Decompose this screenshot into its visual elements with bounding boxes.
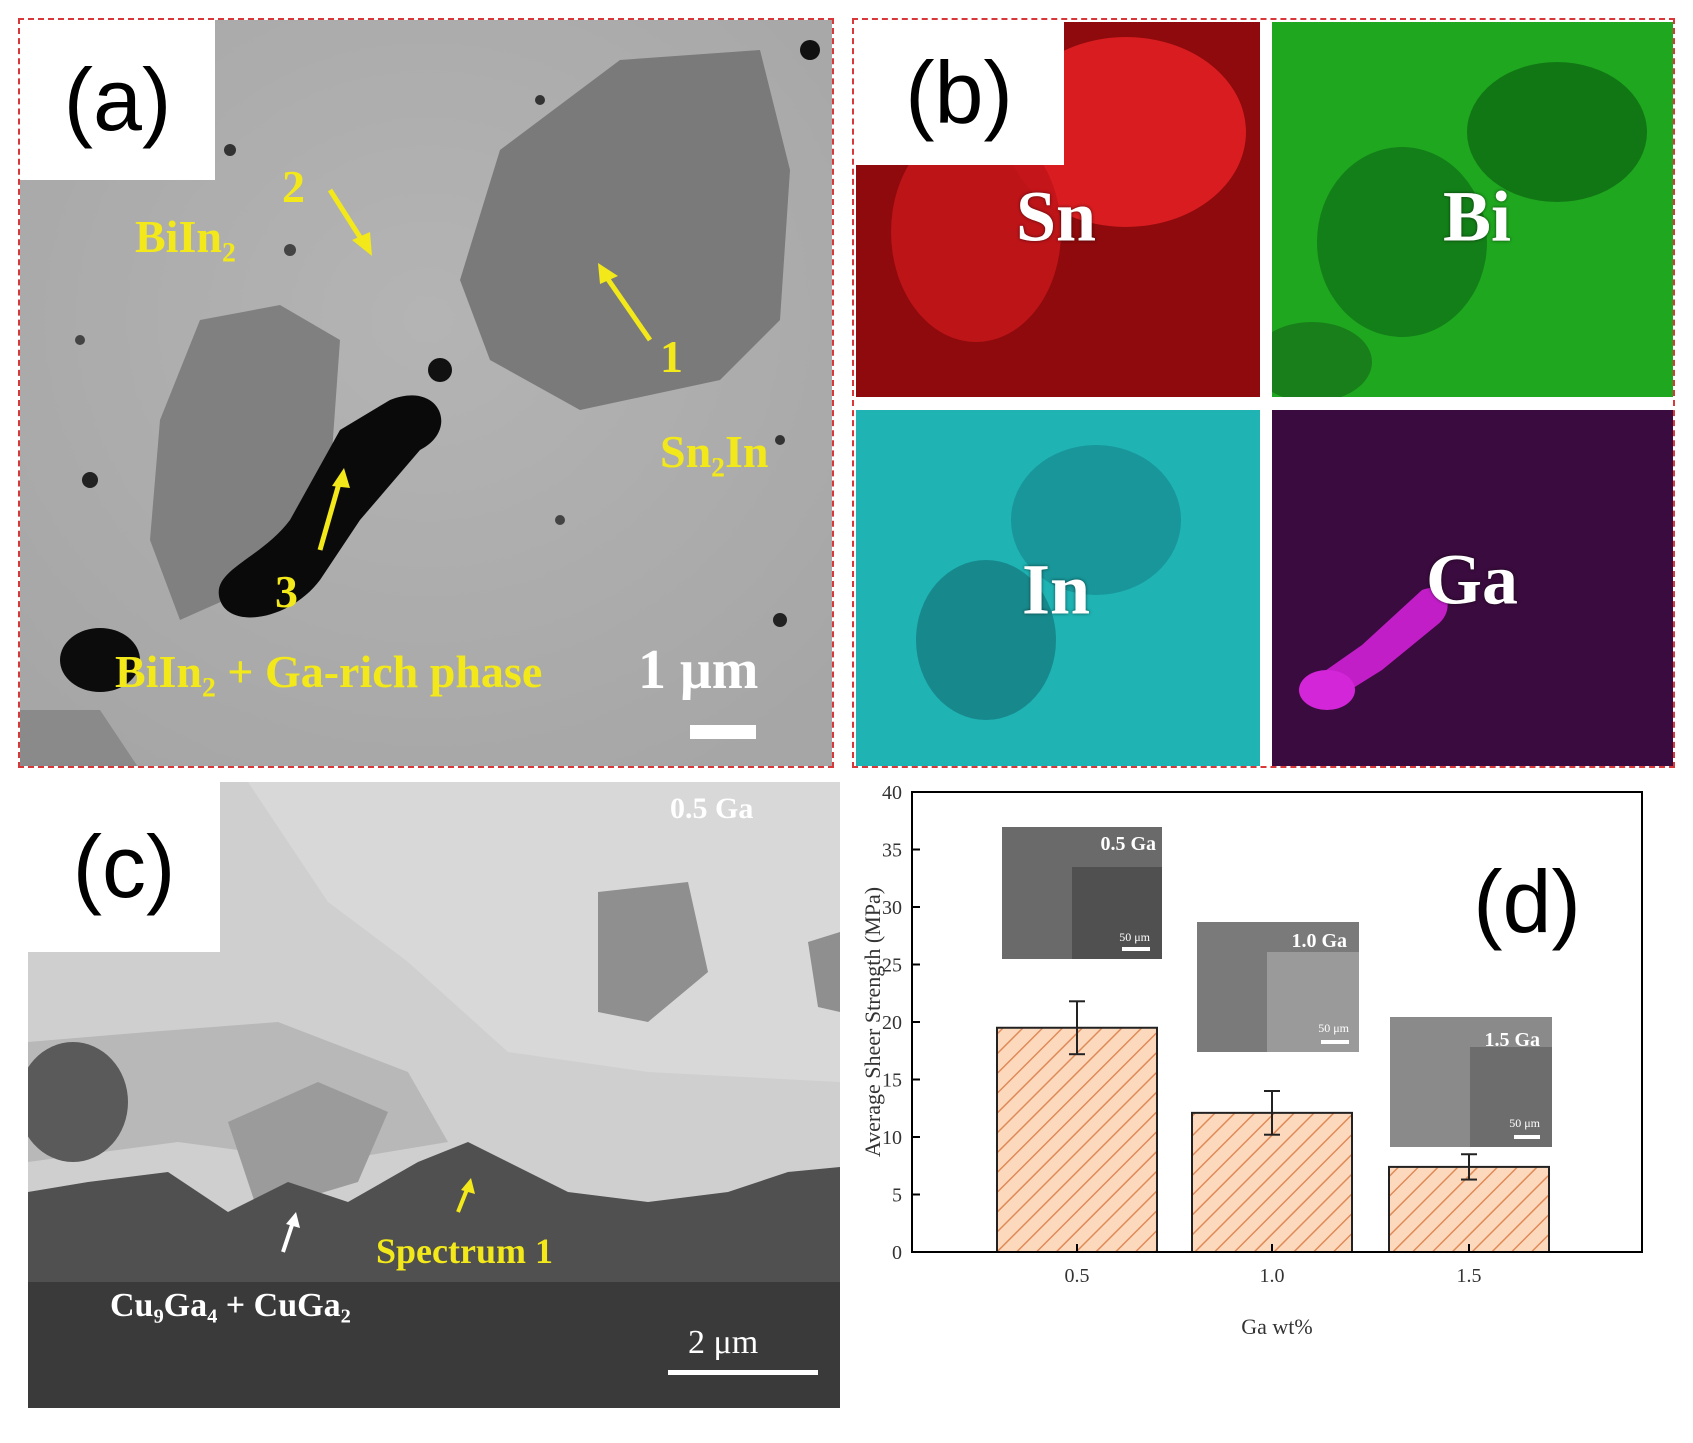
inset-label-1-0: 1.0 Ga bbox=[1291, 930, 1347, 952]
eds-label-bi: Bi bbox=[1442, 176, 1512, 257]
bar-1-5 bbox=[1388, 1165, 1550, 1253]
bar-1-0 bbox=[1191, 1111, 1353, 1253]
panel-a: (a) BiIn₂ 2 1 Sn₂In 3 BiIn₂ + Ga-rich ph… bbox=[18, 18, 834, 768]
y-tick-label: 20 bbox=[882, 1012, 902, 1034]
y-tick-label: 15 bbox=[882, 1070, 902, 1092]
y-tick-label: 35 bbox=[882, 840, 902, 862]
inset-scale-label-0-5: 50 μm bbox=[1119, 930, 1150, 944]
scale-bar-a bbox=[690, 725, 756, 739]
eds-map-bi: Bi bbox=[1272, 22, 1673, 397]
scale-bar-c bbox=[668, 1370, 818, 1375]
label-number-2: 2 bbox=[282, 161, 305, 212]
label-corner-ga: 0.5 Ga bbox=[670, 792, 754, 825]
panel-d: 0 5 10 15 20 25 30 35 40 Average Sheer Strength (… bbox=[852, 782, 1682, 1443]
inset-scale-label-1-5: 50 μm bbox=[1509, 1116, 1540, 1130]
arrow-3 bbox=[317, 479, 343, 551]
panel-c-tag: (c) bbox=[28, 782, 220, 952]
label-cu-ga-phase: Cu₉Ga₄ + CuGa₂ bbox=[110, 1287, 351, 1324]
eds-label-ga: Ga bbox=[1425, 539, 1519, 620]
y-axis-label: Average Sheer Strength (MPa) bbox=[860, 887, 885, 1157]
x-tick-label: 1.0 bbox=[1260, 1265, 1285, 1287]
inset-scale-label-1-0: 50 μm bbox=[1318, 1021, 1349, 1035]
label-number-3: 3 bbox=[275, 566, 298, 617]
arrow-2 bbox=[327, 188, 368, 247]
arrow-white bbox=[281, 1221, 295, 1253]
x-tick-label: 1.5 bbox=[1457, 1265, 1482, 1287]
label-number-1: 1 bbox=[660, 331, 683, 382]
panel-b: Sn Bi In Ga (b) bbox=[852, 18, 1675, 768]
scale-label-a: 1 μm bbox=[638, 639, 759, 701]
label-spectrum-1: Spectrum 1 bbox=[376, 1231, 553, 1271]
panel-d-tag: (d) bbox=[1473, 852, 1581, 951]
label-sn2in: Sn₂In bbox=[660, 426, 769, 477]
eds-label-sn: Sn bbox=[1015, 176, 1097, 257]
y-tick-label: 25 bbox=[882, 955, 902, 977]
arrow-1 bbox=[602, 273, 653, 342]
y-tick-label: 40 bbox=[882, 782, 902, 804]
bar-0-5 bbox=[996, 1026, 1158, 1253]
x-axis-label: Ga wt% bbox=[1241, 1314, 1312, 1339]
y-tick-label: 0 bbox=[892, 1242, 902, 1264]
inset-1-0-ga: 1.0 Ga 50 μm bbox=[1197, 922, 1359, 1052]
y-tick-label: 5 bbox=[892, 1185, 902, 1207]
scale-label-c: 2 μm bbox=[688, 1324, 759, 1361]
panel-c: (c) 0.5 Ga Spectrum 1 Cu₉Ga₄ + CuGa₂ 2 μ… bbox=[28, 782, 840, 1408]
eds-map-in: In bbox=[856, 410, 1260, 766]
eds-label-in: In bbox=[1021, 549, 1091, 630]
y-tick-label: 10 bbox=[882, 1127, 902, 1149]
inset-label-1-5: 1.5 Ga bbox=[1484, 1029, 1540, 1051]
inset-label-0-5: 0.5 Ga bbox=[1100, 833, 1156, 855]
panel-a-tag: (a) bbox=[20, 20, 215, 180]
panel-b-tag: (b) bbox=[854, 20, 1064, 165]
panel-c-micrograph bbox=[28, 782, 840, 1408]
panel-a-micrograph bbox=[20, 20, 832, 766]
x-tick-label: 0.5 bbox=[1065, 1265, 1090, 1287]
label-biin2-top: BiIn₂ bbox=[135, 211, 236, 262]
label-biin2-ga-rich: BiIn₂ + Ga-rich phase bbox=[115, 646, 543, 697]
inset-1-5-ga: 1.5 Ga 50 μm bbox=[1390, 1017, 1552, 1147]
eds-map-ga: Ga bbox=[1272, 410, 1673, 766]
inset-0-5-ga: 0.5 Ga 50 μm bbox=[1002, 827, 1162, 959]
y-tick-label: 30 bbox=[882, 897, 902, 919]
